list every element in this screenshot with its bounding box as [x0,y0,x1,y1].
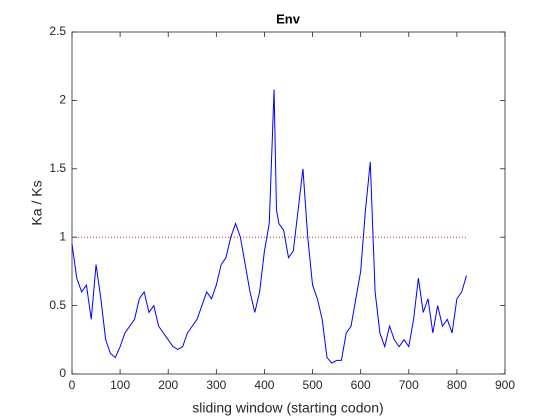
y-tick-label: 0.5 [49,298,66,312]
y-tick-label: 2 [59,93,66,107]
x-axis-label: sliding window (starting codon) [192,400,383,416]
x-tick-label: 500 [303,378,323,392]
y-tick-label: 2.5 [49,24,66,38]
chart-title: Env [276,11,301,26]
data-line [71,89,467,364]
y-tick-label: 1.5 [49,161,66,175]
y-tick-label: 1 [59,229,66,243]
x-tick-label: 800 [447,378,467,392]
x-tick-label: 700 [399,378,419,392]
y-axis-label: Ka / Ks [29,180,45,225]
x-tick-label: 200 [158,378,178,392]
x-tick-label: 0 [69,378,76,392]
x-tick-label: 900 [495,378,515,392]
plot-area [71,31,506,375]
x-tick-label: 100 [110,378,130,392]
x-tick-label: 300 [206,378,226,392]
x-tick-label: 600 [351,378,371,392]
y-tick-label: 0 [59,366,66,380]
x-tick-label: 400 [254,378,274,392]
